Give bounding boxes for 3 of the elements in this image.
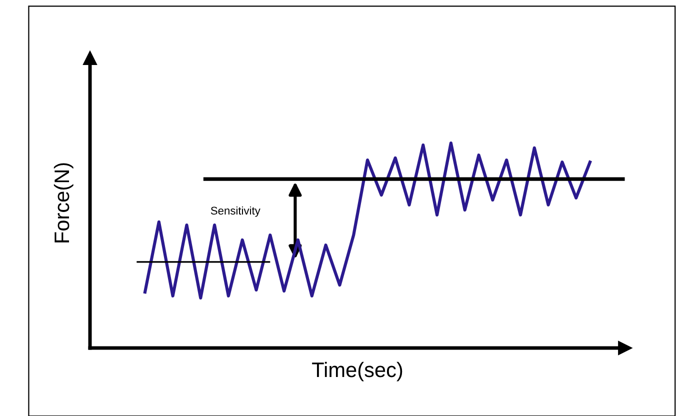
- x-axis-title: Time(sec): [312, 362, 402, 382]
- annotation: Sensitivity: [210, 206, 260, 217]
- y-axis-title: Force(N): [54, 163, 74, 242]
